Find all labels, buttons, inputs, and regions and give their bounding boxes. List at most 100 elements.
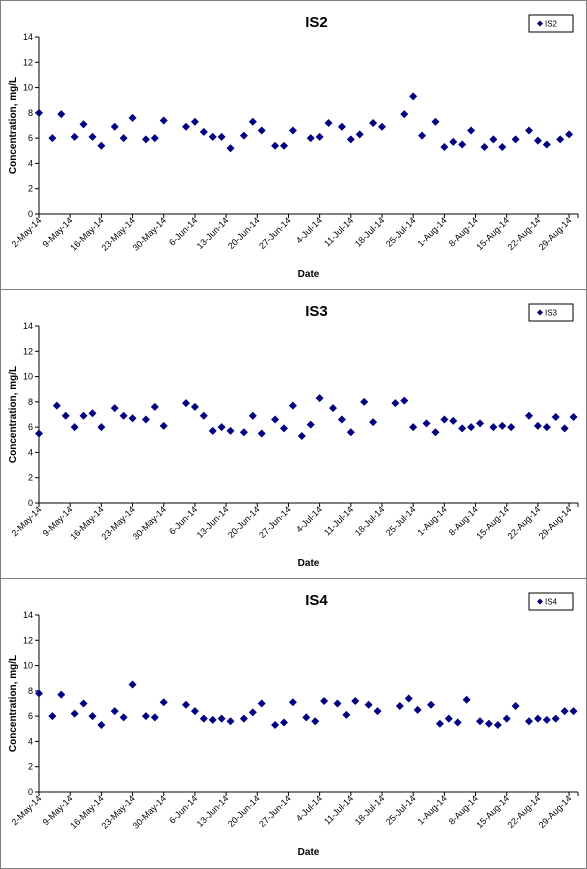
legend-box: [528, 14, 574, 33]
data-point: [190, 402, 199, 411]
x-tick-label: 25-Jul-14: [384, 215, 418, 249]
data-point: [141, 135, 150, 144]
x-tick-label: 30-May-14: [131, 793, 168, 830]
data-point: [413, 705, 422, 714]
x-tick-label: 18-Jul-14: [353, 215, 387, 249]
chart-title: IS2: [305, 14, 328, 31]
data-point: [35, 689, 43, 698]
data-point: [400, 110, 409, 119]
data-point: [217, 423, 226, 432]
data-point: [88, 409, 97, 418]
data-point: [141, 415, 150, 424]
data-point: [97, 141, 106, 150]
x-tick-label: 2-May-14: [9, 215, 43, 249]
data-point: [498, 142, 507, 151]
data-point: [498, 421, 507, 430]
x-tick-label: 29-Aug-14: [537, 793, 574, 830]
data-point: [525, 717, 533, 726]
y-tick-label: 4: [28, 158, 33, 168]
x-axis-title: Date: [298, 847, 320, 858]
data-point: [355, 130, 364, 139]
legend-label: IS2: [545, 20, 558, 29]
y-tick-label: 8: [28, 686, 33, 696]
data-point: [217, 132, 226, 141]
x-tick-label: 20-Jun-14: [226, 793, 262, 829]
data-point: [79, 411, 88, 420]
x-tick-label: 27-Jun-14: [257, 215, 293, 251]
data-point: [79, 699, 88, 708]
data-point: [280, 424, 288, 433]
y-axis-title: Concentration, mg/L: [8, 77, 19, 174]
data-point: [435, 719, 444, 728]
data-point: [128, 113, 137, 122]
data-point: [208, 426, 217, 435]
x-tick-label: 29-Aug-14: [537, 504, 574, 541]
data-point: [324, 118, 333, 127]
data-point: [511, 702, 520, 711]
data-point: [248, 708, 257, 717]
x-tick-label: 15-Aug-14: [474, 215, 511, 252]
data-point: [288, 698, 297, 707]
data-point: [418, 131, 427, 140]
y-tick-label: 2: [28, 473, 33, 483]
y-tick-label: 8: [28, 397, 33, 407]
y-tick-label: 4: [28, 447, 33, 457]
data-point: [248, 117, 257, 126]
y-tick-label: 2: [28, 184, 33, 194]
legend: IS3: [528, 303, 574, 322]
chart-is3: IS3024681012142-May-149-May-1416-May-142…: [8, 303, 579, 569]
chart-is2: IS2024681012142-May-149-May-1416-May-142…: [8, 14, 579, 280]
x-tick-label: 4-Jul-14: [294, 793, 324, 823]
data-point: [458, 424, 467, 433]
data-point: [431, 428, 440, 437]
data-point: [217, 714, 226, 723]
data-point: [342, 710, 351, 719]
y-tick-label: 12: [23, 346, 33, 356]
legend-box: [528, 592, 574, 611]
x-tick-label: 20-Jun-14: [226, 215, 262, 251]
data-point: [208, 715, 217, 724]
data-point: [61, 411, 70, 420]
y-tick-label: 12: [23, 635, 33, 645]
data-point: [542, 715, 551, 724]
x-tick-label: 6-Jun-14: [167, 504, 199, 536]
data-point: [208, 132, 217, 141]
x-tick-label: 22-Aug-14: [506, 504, 543, 541]
x-tick-label: 27-Jun-14: [257, 793, 293, 829]
x-tick-label: 1-Aug-14: [416, 793, 449, 826]
y-tick-label: 6: [28, 711, 33, 721]
data-point: [329, 404, 337, 413]
legend-marker: [537, 309, 543, 316]
data-point: [440, 142, 449, 151]
data-point: [88, 712, 97, 721]
legend: IS2: [528, 14, 574, 33]
data-point: [409, 423, 418, 432]
x-tick-label: 25-Jul-14: [384, 793, 418, 827]
data-point: [257, 126, 266, 135]
x-tick-label: 6-Jun-14: [167, 793, 199, 825]
data-point: [226, 426, 235, 435]
data-point: [199, 127, 208, 136]
data-point: [199, 411, 208, 420]
data-point: [297, 431, 306, 440]
legend-label: IS3: [545, 309, 558, 318]
chart-panel-is3: IS3 0 2 4 6 8 10 12 14 2-May-14 9-May-14 16-May-14 2…: [0, 289, 587, 579]
x-axis-title: Date: [298, 558, 320, 569]
data-point: [128, 680, 137, 689]
data-point: [57, 690, 66, 699]
data-point: [507, 423, 516, 432]
data-point: [159, 421, 168, 430]
data-point: [35, 429, 43, 438]
data-point: [128, 414, 137, 423]
data-point: [315, 132, 324, 141]
data-point: [351, 696, 360, 705]
data-point: [493, 720, 502, 729]
data-point: [288, 126, 297, 135]
data-point: [337, 122, 346, 131]
y-tick-label: 6: [28, 422, 33, 432]
x-tick-label: 1-Aug-14: [416, 215, 449, 248]
data-point: [476, 717, 484, 726]
y-tick-label: 10: [23, 83, 33, 93]
data-point: [306, 134, 315, 143]
data-point: [560, 424, 569, 433]
